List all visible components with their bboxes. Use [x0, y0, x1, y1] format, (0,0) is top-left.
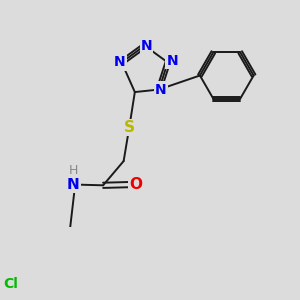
Text: N: N	[114, 56, 126, 69]
Text: N: N	[67, 177, 80, 192]
Text: O: O	[129, 177, 142, 192]
Text: N: N	[167, 54, 178, 68]
Text: Cl: Cl	[4, 278, 19, 292]
Text: N: N	[155, 82, 166, 97]
Text: H: H	[69, 164, 78, 177]
Text: N: N	[141, 39, 152, 53]
Text: S: S	[124, 120, 135, 135]
